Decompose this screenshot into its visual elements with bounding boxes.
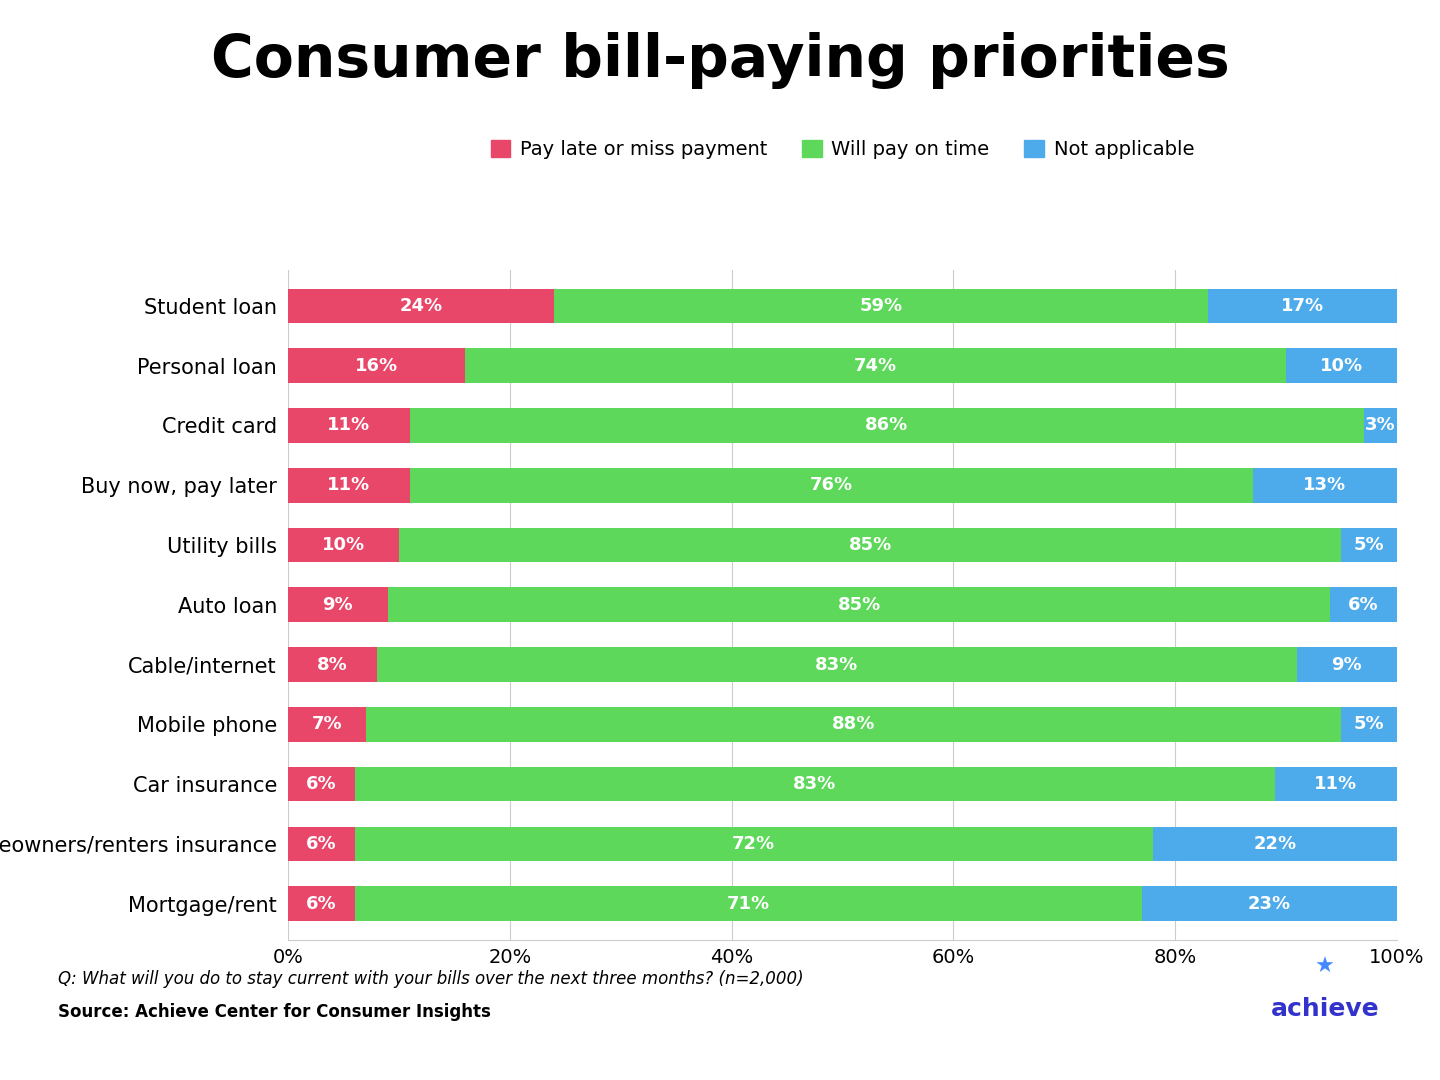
- Text: 6%: 6%: [305, 894, 337, 913]
- Text: 71%: 71%: [727, 894, 770, 913]
- Text: 9%: 9%: [323, 596, 353, 613]
- Bar: [354, 767, 1274, 801]
- Bar: [1274, 767, 1397, 801]
- Bar: [1297, 647, 1397, 681]
- Text: 59%: 59%: [860, 297, 903, 315]
- Text: 3%: 3%: [1365, 417, 1395, 434]
- Bar: [554, 288, 1208, 323]
- Bar: [288, 647, 377, 681]
- Text: achieve: achieve: [1270, 997, 1380, 1021]
- Bar: [1286, 349, 1397, 383]
- Text: 10%: 10%: [1320, 356, 1362, 375]
- Text: 11%: 11%: [327, 417, 370, 434]
- Bar: [288, 707, 366, 742]
- Text: 5%: 5%: [1354, 536, 1384, 554]
- Text: 85%: 85%: [838, 596, 881, 613]
- Text: 13%: 13%: [1303, 476, 1346, 495]
- Bar: [354, 887, 1142, 921]
- Text: 6%: 6%: [305, 775, 337, 793]
- Text: 17%: 17%: [1282, 297, 1325, 315]
- Text: 7%: 7%: [311, 715, 343, 733]
- Bar: [387, 588, 1331, 622]
- Text: 16%: 16%: [356, 356, 399, 375]
- Bar: [1253, 468, 1397, 502]
- Bar: [1331, 588, 1397, 622]
- Text: 72%: 72%: [732, 835, 775, 853]
- Bar: [465, 349, 1286, 383]
- Text: 24%: 24%: [399, 297, 442, 315]
- Bar: [410, 408, 1364, 443]
- Bar: [399, 528, 1342, 563]
- Bar: [1342, 707, 1397, 742]
- Bar: [366, 707, 1342, 742]
- Text: 8%: 8%: [317, 656, 347, 674]
- Text: Consumer bill-paying priorities: Consumer bill-paying priorities: [210, 32, 1230, 90]
- Text: 83%: 83%: [815, 656, 858, 674]
- Bar: [288, 528, 399, 563]
- Text: Source: Achieve Center for Consumer Insights: Source: Achieve Center for Consumer Insi…: [58, 1002, 491, 1021]
- Bar: [1208, 288, 1397, 323]
- Bar: [1364, 408, 1397, 443]
- Text: 11%: 11%: [1315, 775, 1358, 793]
- Bar: [377, 647, 1297, 681]
- Text: 10%: 10%: [323, 536, 364, 554]
- Text: 74%: 74%: [854, 356, 897, 375]
- Text: ★: ★: [1315, 957, 1335, 977]
- Legend: Pay late or miss payment, Will pay on time, Not applicable: Pay late or miss payment, Will pay on ti…: [482, 133, 1202, 167]
- Text: 11%: 11%: [327, 476, 370, 495]
- Text: 86%: 86%: [865, 417, 909, 434]
- Bar: [288, 349, 465, 383]
- Bar: [410, 468, 1253, 502]
- Bar: [1153, 826, 1397, 861]
- Text: 85%: 85%: [848, 536, 891, 554]
- Text: 9%: 9%: [1332, 656, 1362, 674]
- Bar: [288, 468, 410, 502]
- Bar: [288, 408, 410, 443]
- Text: 6%: 6%: [305, 835, 337, 853]
- Bar: [288, 826, 354, 861]
- Text: 6%: 6%: [1348, 596, 1380, 613]
- Text: 88%: 88%: [832, 715, 876, 733]
- Bar: [1142, 887, 1397, 921]
- Text: 22%: 22%: [1253, 835, 1296, 853]
- Text: 23%: 23%: [1247, 894, 1290, 913]
- Text: 76%: 76%: [809, 476, 852, 495]
- Text: 5%: 5%: [1354, 715, 1384, 733]
- Bar: [288, 288, 554, 323]
- Bar: [288, 767, 354, 801]
- Bar: [288, 887, 354, 921]
- Text: Q: What will you do to stay current with your bills over the next three months? : Q: What will you do to stay current with…: [58, 970, 804, 988]
- Bar: [1342, 528, 1397, 563]
- Text: 83%: 83%: [793, 775, 837, 793]
- Bar: [354, 826, 1153, 861]
- Bar: [288, 588, 387, 622]
